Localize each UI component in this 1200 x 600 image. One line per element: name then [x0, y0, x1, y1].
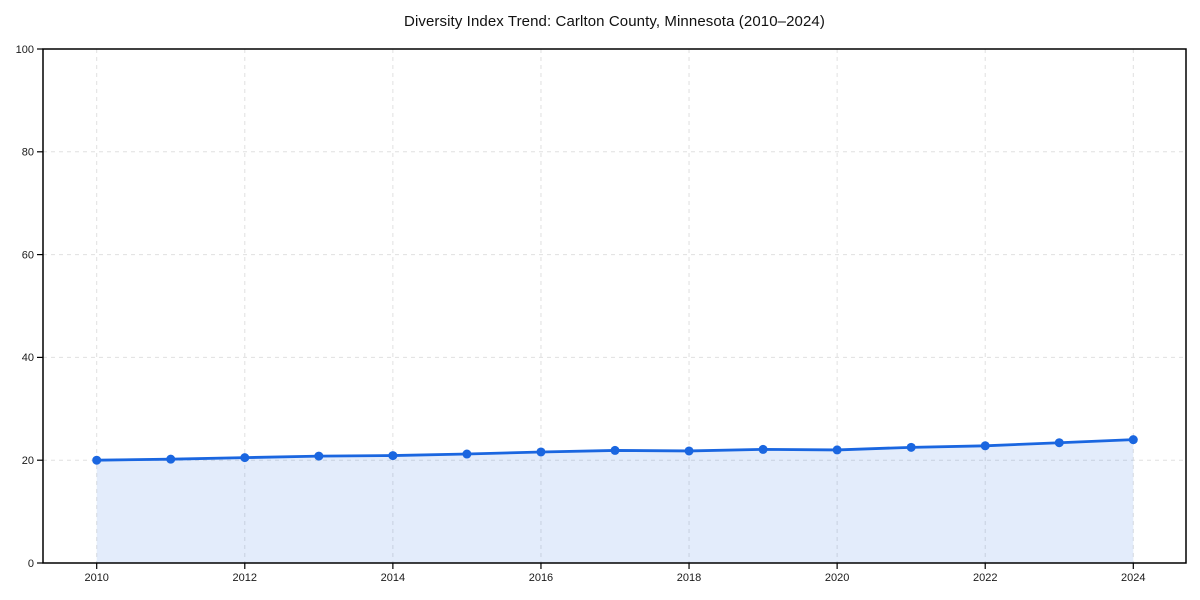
data-point-2024 [1128, 435, 1138, 445]
y-tick-label-60: 60 [22, 249, 34, 261]
plot-border [42, 48, 1187, 564]
x-tick-label-2016: 2016 [529, 572, 553, 584]
area-fill [96, 439, 1134, 563]
data-point-2018 [684, 446, 694, 456]
data-point-2023 [1054, 438, 1064, 448]
x-tick-label-2018: 2018 [677, 572, 701, 584]
data-point-2020 [832, 445, 842, 455]
data-point-2015 [462, 449, 472, 459]
data-point-2014 [388, 451, 398, 461]
data-point-2011 [166, 454, 176, 464]
chart-title: Diversity Index Trend: Carlton County, M… [404, 13, 825, 30]
x-tick-label-2020: 2020 [825, 572, 849, 584]
data-point-2022 [980, 441, 990, 451]
data-point-2016 [536, 447, 546, 457]
y-tick-label-80: 80 [22, 147, 34, 159]
y-tick-label-40: 40 [22, 352, 34, 364]
x-tick-label-2022: 2022 [973, 572, 997, 584]
data-point-2013 [314, 451, 324, 461]
x-tick-label-2014: 2014 [381, 572, 405, 584]
data-point-2012 [240, 453, 250, 463]
x-tick-label-2010: 2010 [84, 572, 108, 584]
data-point-2010 [92, 455, 102, 465]
data-point-2017 [610, 445, 620, 455]
x-tick-label-2012: 2012 [233, 572, 257, 584]
data-point-2019 [758, 444, 768, 454]
y-tick-label-100: 100 [16, 44, 34, 56]
y-tick-label-0: 0 [28, 558, 34, 570]
x-tick-label-2024: 2024 [1121, 572, 1145, 584]
y-tick-label-20: 20 [22, 455, 34, 467]
data-point-2021 [906, 442, 916, 452]
